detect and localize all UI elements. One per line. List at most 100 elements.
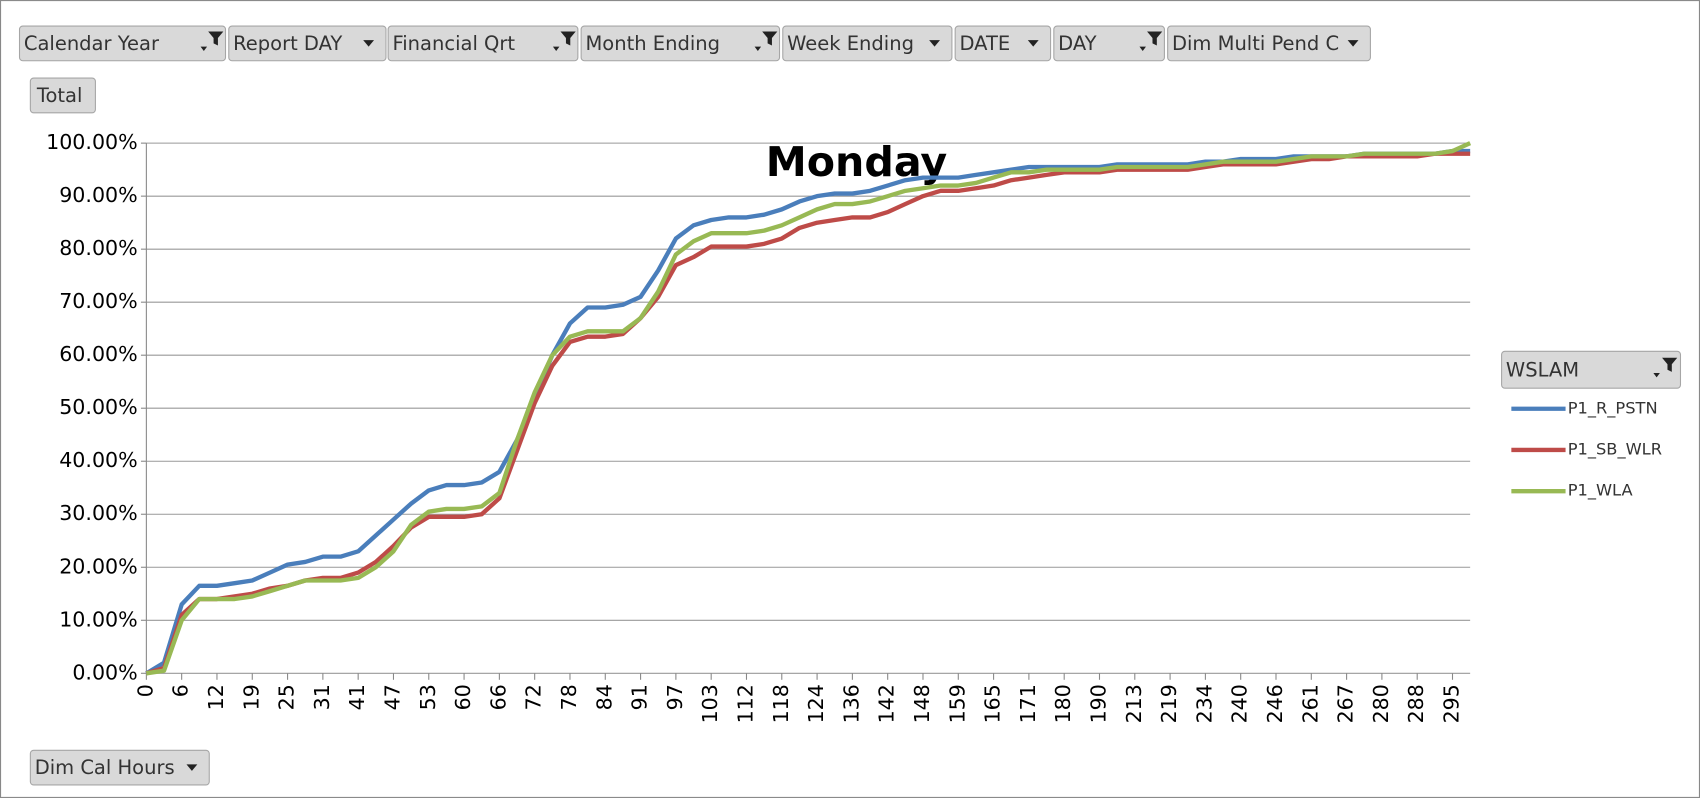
button[interactable] bbox=[782, 25, 953, 62]
filter-icon bbox=[754, 31, 778, 51]
filter-button[interactable]: DATE bbox=[954, 25, 1052, 62]
x-tick-label: 6 bbox=[169, 684, 193, 697]
legend-button[interactable]: WSLAM bbox=[1501, 350, 1682, 389]
button-label: Financial Qrt bbox=[392, 32, 515, 55]
dropdown-arrow bbox=[186, 764, 198, 771]
button-label: DATE bbox=[960, 32, 1011, 55]
button[interactable] bbox=[387, 25, 579, 62]
button[interactable] bbox=[29, 749, 210, 786]
filter-button[interactable]: Week Ending bbox=[782, 25, 953, 62]
button-label: Calendar Year bbox=[24, 32, 160, 55]
x-tick-label: 142 bbox=[875, 684, 899, 723]
x-tick-label: 47 bbox=[380, 684, 404, 710]
y-tick-label: 90.00% bbox=[59, 183, 137, 207]
x-tick-label: 12 bbox=[204, 684, 228, 710]
filter-button[interactable]: DAY bbox=[1053, 25, 1165, 62]
button[interactable] bbox=[1501, 350, 1682, 389]
x-tick-label: 295 bbox=[1440, 684, 1464, 723]
x-tick-label: 148 bbox=[910, 684, 934, 723]
x-tick-label: 91 bbox=[628, 684, 652, 710]
button[interactable] bbox=[228, 25, 387, 62]
filter-icon bbox=[200, 31, 224, 51]
button-label: DAY bbox=[1058, 32, 1096, 55]
dropdown-arrow bbox=[929, 40, 940, 47]
y-tick-label: 50.00% bbox=[59, 395, 137, 419]
filter-button[interactable]: Dim Multi Pend C bbox=[1167, 25, 1371, 62]
legend-title: WSLAM bbox=[1506, 358, 1579, 381]
x-tick-label: 124 bbox=[804, 684, 828, 723]
button-label: Report DAY bbox=[233, 32, 342, 55]
x-tick-label: 288 bbox=[1404, 684, 1428, 723]
x-tick-label: 234 bbox=[1192, 684, 1216, 723]
x-tick-label: 25 bbox=[275, 684, 299, 710]
x-tick-label: 219 bbox=[1157, 684, 1181, 723]
button-label: Week Ending bbox=[787, 32, 914, 55]
y-tick-label: 80.00% bbox=[59, 236, 137, 260]
x-tick-label: 112 bbox=[733, 684, 757, 723]
x-tick-label: 267 bbox=[1334, 684, 1358, 723]
x-tick-label: 171 bbox=[1016, 684, 1040, 723]
button-label: Dim Multi Pend C bbox=[1172, 32, 1339, 55]
x-tick-label: 53 bbox=[416, 684, 440, 710]
x-tick-label: 240 bbox=[1228, 684, 1252, 723]
button[interactable] bbox=[1053, 25, 1165, 62]
legend-label: P1_WLA bbox=[1568, 481, 1633, 501]
button-label: Total bbox=[36, 84, 83, 107]
x-tick-label: 213 bbox=[1122, 684, 1146, 723]
x-tick-label: 72 bbox=[522, 684, 546, 710]
legend-label: P1_R_PSTN bbox=[1568, 398, 1658, 418]
x-tick-label: 19 bbox=[239, 684, 263, 710]
button[interactable] bbox=[954, 25, 1052, 62]
y-tick-label: 10.00% bbox=[59, 607, 137, 631]
filter-button[interactable]: Financial Qrt bbox=[387, 25, 579, 62]
x-tick-label: 0 bbox=[133, 684, 157, 697]
x-tick-label: 280 bbox=[1369, 684, 1393, 723]
x-tick-label: 78 bbox=[557, 684, 581, 710]
filter-button[interactable]: Calendar Year bbox=[18, 25, 227, 62]
y-tick-label: 20.00% bbox=[59, 554, 137, 578]
x-tick-label: 84 bbox=[592, 684, 616, 710]
x-tick-label: 118 bbox=[769, 684, 793, 723]
x-tick-label: 190 bbox=[1086, 684, 1110, 723]
button[interactable] bbox=[29, 77, 96, 114]
button[interactable] bbox=[1167, 25, 1371, 62]
x-tick-label: 31 bbox=[310, 684, 334, 710]
x-tick-label: 159 bbox=[945, 684, 969, 723]
y-tick-label: 40.00% bbox=[59, 448, 137, 472]
y-tick-label: 30.00% bbox=[59, 501, 137, 525]
x-tick-label: 60 bbox=[451, 684, 475, 710]
filter-icon bbox=[1139, 31, 1163, 51]
dropdown-arrow bbox=[1347, 40, 1359, 47]
x-tick-label: 136 bbox=[839, 684, 863, 723]
y-tick-label: 70.00% bbox=[59, 289, 137, 313]
x-tick-label: 180 bbox=[1051, 684, 1075, 723]
x-tick-label: 165 bbox=[981, 684, 1005, 723]
dropdown-arrow bbox=[363, 40, 375, 47]
values-button[interactable]: Total bbox=[29, 77, 96, 114]
button[interactable] bbox=[580, 25, 781, 62]
y-tick-label: 100.00% bbox=[46, 130, 138, 154]
filter-button[interactable]: Report DAY bbox=[228, 25, 387, 62]
x-tick-label: 97 bbox=[663, 684, 687, 710]
series-line bbox=[145, 148, 1471, 676]
y-tick-label: 60.00% bbox=[59, 342, 137, 366]
button[interactable] bbox=[18, 25, 227, 62]
button-label: Dim Cal Hours bbox=[35, 756, 175, 779]
y-tick-label: 0.00% bbox=[72, 660, 137, 684]
axis-button[interactable]: Dim Cal Hours bbox=[29, 749, 210, 786]
x-tick-label: 103 bbox=[698, 684, 722, 723]
x-tick-label: 66 bbox=[486, 684, 510, 710]
filter-button[interactable]: Month Ending bbox=[580, 25, 781, 62]
filter-icon bbox=[552, 31, 576, 51]
filter-icon bbox=[1653, 357, 1678, 378]
x-tick-label: 261 bbox=[1298, 684, 1322, 723]
x-tick-label: 246 bbox=[1263, 684, 1287, 723]
legend-label: P1_SB_WLR bbox=[1568, 439, 1662, 459]
series-line bbox=[146, 141, 1472, 676]
button-label: Month Ending bbox=[585, 32, 720, 55]
x-tick-label: 41 bbox=[345, 684, 369, 710]
series-line bbox=[145, 151, 1471, 676]
dropdown-arrow bbox=[1027, 40, 1039, 47]
